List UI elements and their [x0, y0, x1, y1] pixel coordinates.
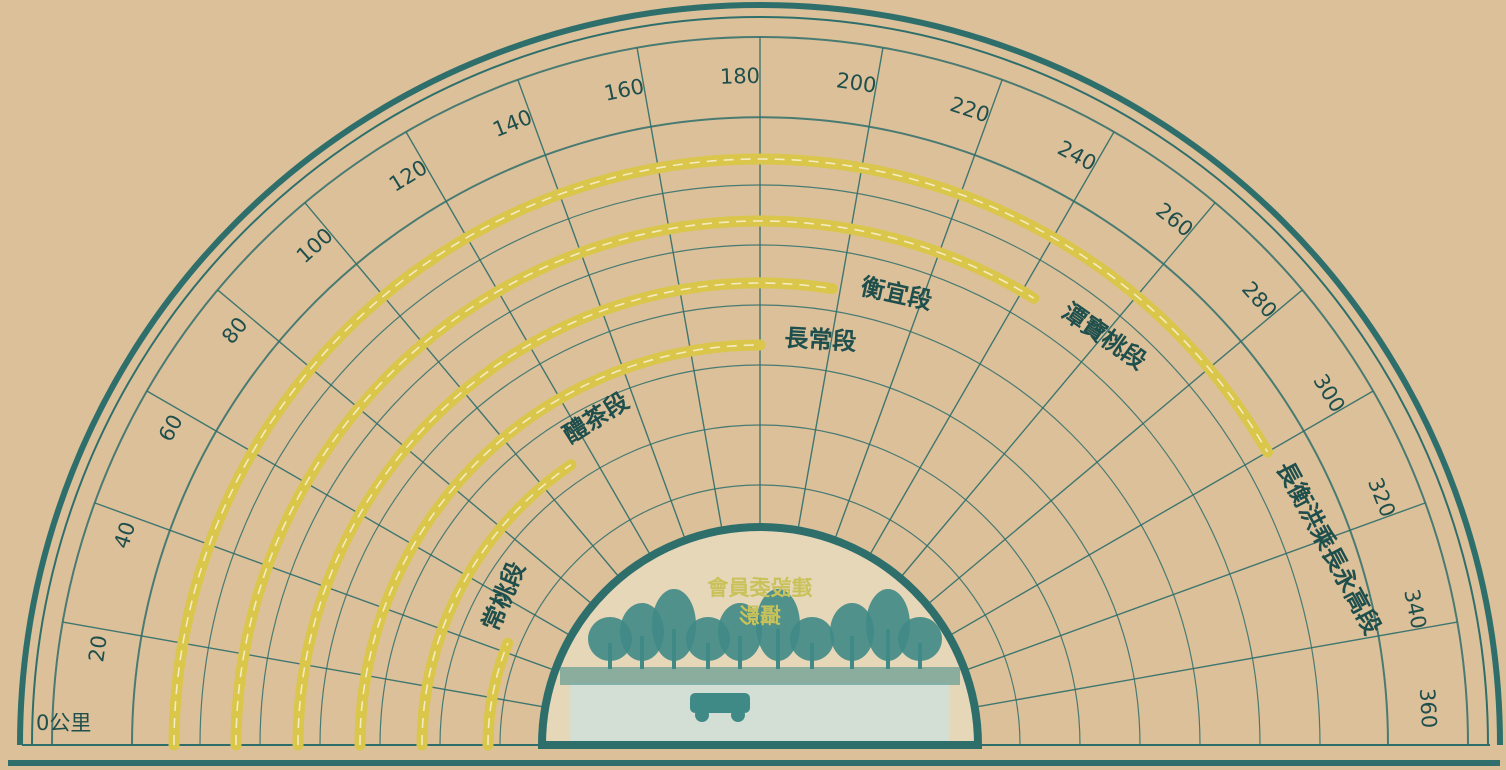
center-caption: 建設委員會 [707, 575, 813, 600]
road-segment-dash [487, 642, 509, 746]
segment-label: 潭寶桃段 [1057, 297, 1152, 376]
water [570, 683, 950, 741]
tree-icon [898, 617, 942, 661]
outer-border-inner [31, 16, 1489, 746]
road-segment [416, 459, 577, 751]
tick-label: 160 [602, 74, 646, 106]
segment-label: 衡宜段 [858, 271, 935, 315]
tick-label: 20 [84, 634, 112, 664]
tick-label: 140 [489, 105, 535, 142]
tick-label: 300 [1308, 370, 1349, 417]
shoreline [560, 667, 960, 685]
origin-label: 0公里 [36, 711, 91, 735]
grid-spoke [833, 79, 1003, 541]
grid-spoke [797, 47, 884, 531]
segment-label: 常桃段 [476, 557, 531, 635]
tick-label: 360 [1415, 688, 1441, 729]
tick-label: 180 [720, 64, 761, 89]
tick-label: 260 [1151, 198, 1197, 242]
grid-spoke [926, 289, 1303, 606]
tree-icon [756, 589, 800, 661]
grid-spoke [974, 621, 1458, 708]
tick-label: 60 [154, 411, 188, 446]
grid-spoke [899, 202, 1216, 579]
tick-label: 340 [1399, 587, 1431, 631]
tick-label: 40 [109, 519, 140, 552]
tree-icon [718, 603, 762, 661]
tree-icon [830, 603, 874, 661]
grid-spoke [868, 131, 1115, 557]
segment-label: 長常段 [784, 323, 858, 356]
car-wheel [731, 708, 745, 722]
tick-label: 80 [217, 313, 252, 349]
tick-label: 320 [1363, 474, 1400, 520]
outer-border [17, 2, 1503, 746]
car-wheel [695, 708, 709, 722]
road-segment-dash [359, 344, 761, 746]
tick-label: 280 [1237, 277, 1282, 323]
tick-label: 220 [947, 92, 993, 127]
tree-icon [652, 589, 696, 661]
tick-label: 100 [292, 223, 338, 268]
center-caption: 攝影 [739, 603, 781, 628]
car-icon [690, 693, 750, 713]
grid-spoke [948, 390, 1374, 637]
road-segment-dash [297, 282, 833, 746]
tick-label: 120 [385, 155, 432, 196]
grid-spoke [964, 502, 1426, 672]
road-segment-dash [173, 158, 1269, 746]
tick-label: 200 [835, 68, 878, 98]
tree-icon [790, 617, 834, 661]
road-segment-dash [235, 220, 1035, 746]
tick-label: 240 [1054, 136, 1101, 176]
